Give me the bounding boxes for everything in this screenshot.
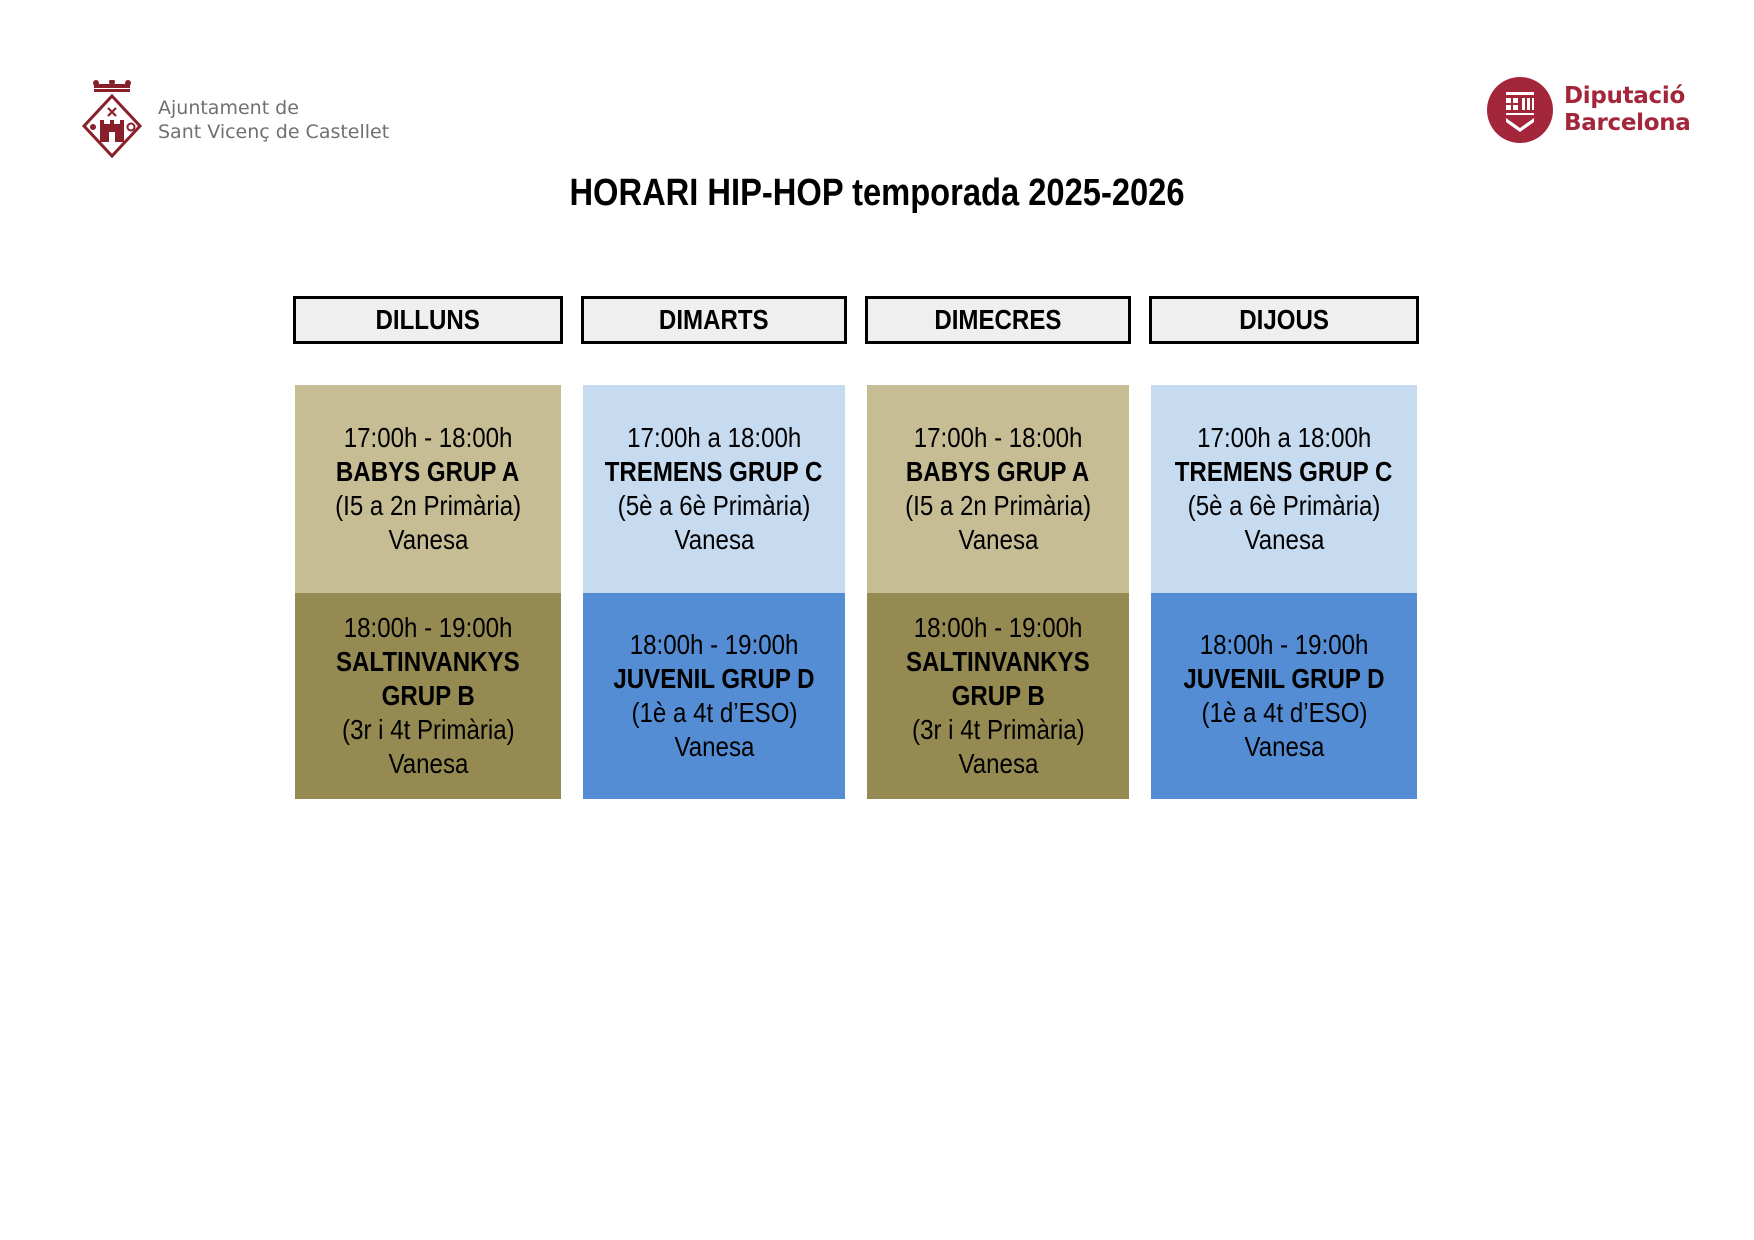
slot-group: TREMENS GRUP C [1175, 456, 1393, 487]
ajuntament-logo: Ajuntament de Sant Vicenç de Castellet [80, 80, 389, 160]
slot-level: (5è a 6è Primària) [617, 490, 811, 521]
slot-level: (3r i 4t Primària) [911, 714, 1085, 745]
schedule-slot: 17:00h a 18:00h TREMENS GRUP C (5è a 6è … [1151, 385, 1417, 593]
slot-group: JUVENIL GRUP D [1183, 663, 1385, 694]
slot-group: BABYS GRUP A [336, 456, 520, 487]
slot-group: JUVENIL GRUP D [613, 663, 815, 694]
slot-group: SALTINVANKYS [336, 646, 520, 677]
schedule-slot: 18:00h - 19:00h JUVENIL GRUP D (1è a 4t … [583, 593, 845, 799]
slot-level: (5è a 6è Primària) [1187, 490, 1381, 521]
slot-time: 17:00h - 18:00h [343, 422, 513, 453]
slot-teacher: Vanesa [674, 524, 754, 555]
schedule-slot: 17:00h a 18:00h TREMENS GRUP C (5è a 6è … [583, 385, 845, 593]
slot-group: SALTINVANKYS [906, 646, 1090, 677]
slot-level: (1è a 4t d’ESO) [1201, 697, 1367, 728]
day-label: DILLUNS [375, 304, 481, 335]
slot-time: 17:00h - 18:00h [913, 422, 1083, 453]
slot-group: GRUP B [381, 680, 475, 711]
diputacio-name: Diputació Barcelona [1564, 83, 1691, 137]
day-label: DIJOUS [1239, 304, 1329, 335]
day-header-dimarts: DIMARTS [581, 296, 847, 344]
diputacio-name-line1: Diputació [1564, 83, 1685, 109]
day-header-dilluns: DILLUNS [293, 296, 563, 344]
slot-level: (I5 a 2n Primària) [904, 490, 1091, 521]
slot-teacher: Vanesa [1244, 731, 1324, 762]
slot-teacher: Vanesa [388, 748, 468, 779]
schedule-slot: 17:00h - 18:00h BABYS GRUP A (I5 a 2n Pr… [295, 385, 561, 593]
day-label: DIMARTS [659, 304, 769, 335]
diputacio-name-line2: Barcelona [1564, 110, 1691, 136]
day-label: DIMECRES [934, 304, 1062, 335]
slot-time: 17:00h a 18:00h [1196, 422, 1372, 453]
slot-group: GRUP B [951, 680, 1045, 711]
slot-time: 18:00h - 19:00h [343, 612, 513, 643]
schedule-slot: 18:00h - 19:00h SALTINVANKYS GRUP B (3r … [867, 593, 1129, 799]
day-header-dimecres: DIMECRES [865, 296, 1131, 344]
slot-time: 17:00h a 18:00h [626, 422, 802, 453]
slot-group: TREMENS GRUP C [605, 456, 823, 487]
diputacio-seal-icon [1487, 77, 1553, 143]
coat-of-arms-icon [81, 80, 143, 159]
ajuntament-name-line1: Ajuntament de [158, 97, 299, 119]
day-header-dijous: DIJOUS [1149, 296, 1419, 344]
slot-level: (1è a 4t d’ESO) [631, 697, 797, 728]
slot-teacher: Vanesa [958, 524, 1038, 555]
slot-time: 18:00h - 19:00h [1199, 629, 1369, 660]
page-title: HORARI HIP-HOP temporada 2025-2026 [569, 172, 1185, 214]
schedule-slot: 18:00h - 19:00h JUVENIL GRUP D (1è a 4t … [1151, 593, 1417, 799]
slot-time: 18:00h - 19:00h [913, 612, 1083, 643]
slot-teacher: Vanesa [1244, 524, 1324, 555]
schedule-slot: 18:00h - 19:00h SALTINVANKYS GRUP B (3r … [295, 593, 561, 799]
ajuntament-name-line2: Sant Vicenç de Castellet [158, 121, 390, 143]
slot-teacher: Vanesa [388, 524, 468, 555]
slot-level: (3r i 4t Primària) [341, 714, 515, 745]
slot-time: 18:00h - 19:00h [629, 629, 799, 660]
slot-teacher: Vanesa [958, 748, 1038, 779]
schedule-slot: 17:00h - 18:00h BABYS GRUP A (I5 a 2n Pr… [867, 385, 1129, 593]
slot-group: BABYS GRUP A [906, 456, 1090, 487]
slot-level: (I5 a 2n Primària) [334, 490, 521, 521]
diputacio-logo: Diputació Barcelona [1486, 76, 1691, 144]
slot-teacher: Vanesa [674, 731, 754, 762]
ajuntament-name: Ajuntament de Sant Vicenç de Castellet [158, 96, 389, 144]
